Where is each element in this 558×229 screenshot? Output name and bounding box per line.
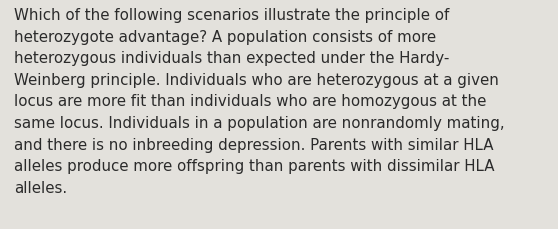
- Text: Which of the following scenarios illustrate the principle of
heterozygote advant: Which of the following scenarios illustr…: [14, 8, 504, 195]
